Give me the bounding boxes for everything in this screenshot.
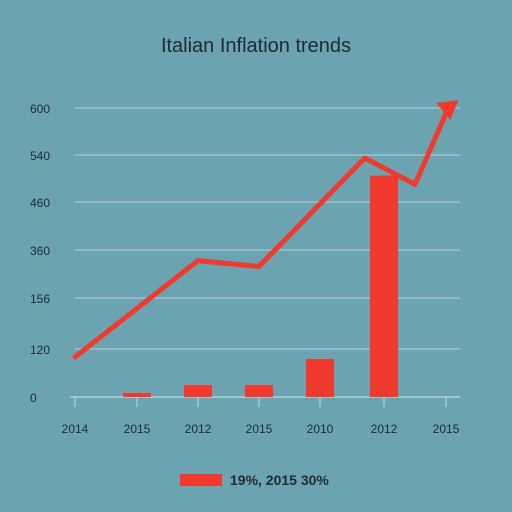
x-tick-label: 2014 bbox=[62, 422, 89, 436]
line-series bbox=[72, 100, 459, 360]
bar bbox=[184, 385, 212, 397]
x-tick-label: 2015 bbox=[124, 422, 151, 436]
legend-swatch bbox=[180, 474, 222, 486]
y-tick-label: 600 bbox=[30, 102, 50, 116]
x-tick-label: 2010 bbox=[307, 422, 334, 436]
y-tick-label: 0 bbox=[30, 391, 37, 405]
bar bbox=[370, 175, 398, 397]
chart-title: Italian Inflation trends bbox=[161, 35, 351, 57]
grid-lines bbox=[75, 107, 460, 350]
x-tick-label: 2012 bbox=[185, 422, 212, 436]
y-tick-label: 120 bbox=[30, 343, 50, 357]
y-tick-label: 156 bbox=[30, 292, 50, 306]
y-tick-label: 460 bbox=[30, 196, 50, 210]
bar bbox=[306, 359, 334, 397]
legend-text: 19%, 2015 30% bbox=[230, 472, 329, 488]
y-axis-tick-labels: 0 120 156 360 460 540 600 bbox=[30, 102, 50, 405]
bar bbox=[245, 385, 273, 397]
x-tick-label: 2015 bbox=[246, 422, 273, 436]
trend-line bbox=[72, 105, 451, 360]
y-tick-label: 540 bbox=[30, 149, 50, 163]
trend-arrowhead bbox=[436, 100, 459, 120]
bar bbox=[123, 393, 151, 397]
legend: 19%, 2015 30% bbox=[180, 472, 329, 488]
y-tick-label: 360 bbox=[30, 244, 50, 258]
x-tick-label: 2015 bbox=[433, 422, 460, 436]
bar-series bbox=[123, 175, 398, 397]
x-tick-label: 2012 bbox=[371, 422, 398, 436]
